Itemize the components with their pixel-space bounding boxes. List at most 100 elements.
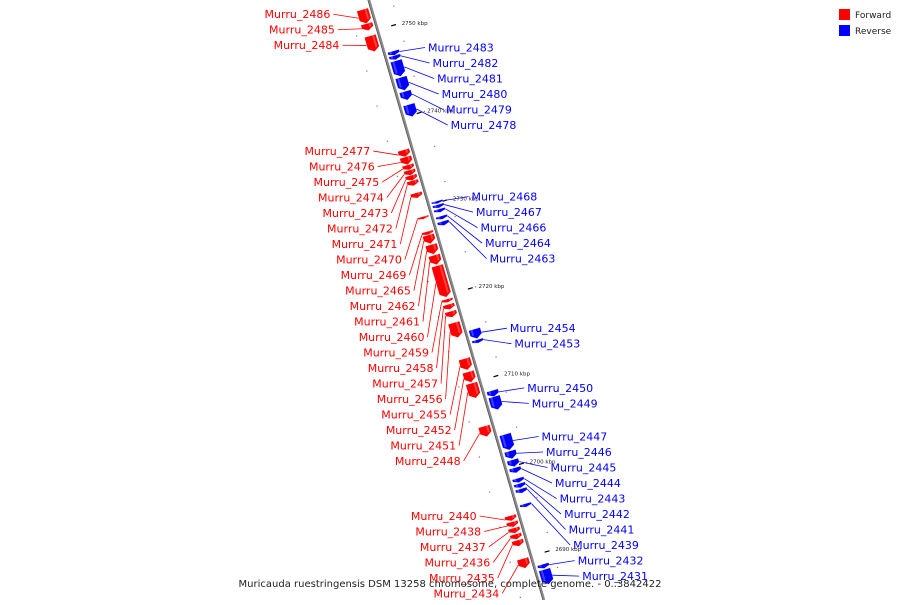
gene-label[interactable]: Murru_2476 bbox=[309, 161, 375, 174]
gene-murru-2462-body[interactable] bbox=[425, 243, 438, 254]
gene-label[interactable]: Murru_2486 bbox=[265, 8, 331, 21]
gene-murru-2449-body[interactable] bbox=[488, 395, 502, 410]
gene-murru-2476[interactable] bbox=[400, 155, 413, 165]
gene-murru-2448[interactable] bbox=[478, 425, 491, 437]
gene-murru-2486-body[interactable] bbox=[357, 8, 371, 24]
gene-label[interactable]: Murru_2440 bbox=[411, 510, 477, 523]
gene-murru-2478[interactable] bbox=[403, 103, 417, 117]
gene-murru-2458-body[interactable] bbox=[443, 303, 455, 310]
gene-murru-2442[interactable] bbox=[514, 482, 526, 488]
gene-label[interactable]: Murru_2460 bbox=[359, 331, 425, 344]
gene-murru-2440-body[interactable] bbox=[504, 514, 516, 521]
gene-murru-2445[interactable] bbox=[507, 458, 520, 467]
gene-label[interactable]: Murru_2445 bbox=[551, 462, 617, 475]
gene-murru-2471-body[interactable] bbox=[410, 191, 422, 198]
gene-label[interactable]: Murru_2449 bbox=[532, 397, 598, 410]
gene-murru-2454[interactable] bbox=[469, 327, 482, 338]
gene-murru-2454-body[interactable] bbox=[469, 327, 482, 338]
gene-murru-2457-body[interactable] bbox=[445, 310, 458, 318]
gene-murru-2462[interactable] bbox=[425, 243, 438, 254]
gene-label[interactable]: Murru_2456 bbox=[377, 393, 443, 406]
gene-label[interactable]: Murru_2466 bbox=[481, 222, 547, 235]
gene-murru-2437-body[interactable] bbox=[508, 526, 520, 533]
gene-murru-2463[interactable] bbox=[437, 219, 449, 225]
gene-murru-2459[interactable] bbox=[441, 297, 453, 302]
gene-murru-2441-body[interactable] bbox=[515, 487, 527, 493]
gene-murru-2440[interactable] bbox=[504, 514, 516, 521]
gene-label[interactable]: Murru_2459 bbox=[363, 347, 429, 360]
gene-label[interactable]: Murru_2454 bbox=[510, 322, 576, 335]
gene-murru-2438-body[interactable] bbox=[506, 520, 518, 527]
gene-murru-2438[interactable] bbox=[506, 520, 518, 527]
gene-murru-2439-body[interactable] bbox=[520, 502, 532, 507]
gene-murru-2476-body[interactable] bbox=[400, 155, 413, 165]
gene-murru-2470-body[interactable] bbox=[417, 215, 429, 220]
gene-label[interactable]: Murru_2465 bbox=[345, 285, 411, 298]
gene-label[interactable]: Murru_2446 bbox=[546, 446, 612, 459]
gene-murru-2461-body[interactable] bbox=[428, 253, 441, 264]
gene-label[interactable]: Murru_2444 bbox=[555, 477, 621, 490]
gene-murru-2477-body[interactable] bbox=[398, 148, 411, 157]
gene-murru-2480[interactable] bbox=[395, 76, 409, 91]
gene-label[interactable]: Murru_2447 bbox=[541, 431, 607, 444]
gene-label[interactable]: Murru_2481 bbox=[437, 73, 503, 86]
gene-label[interactable]: Murru_2450 bbox=[527, 382, 593, 395]
gene-murru-2437[interactable] bbox=[508, 526, 520, 533]
gene-murru-2455-body[interactable] bbox=[458, 357, 472, 370]
gene-label[interactable]: Murru_2458 bbox=[368, 362, 434, 375]
gene-label[interactable]: Murru_2473 bbox=[323, 207, 389, 220]
gene-murru-2479-body[interactable] bbox=[399, 90, 412, 100]
gene-murru-2448-body[interactable] bbox=[478, 425, 491, 437]
gene-murru-2432[interactable] bbox=[537, 562, 549, 568]
gene-murru-2455[interactable] bbox=[458, 357, 472, 370]
gene-murru-2446-body[interactable] bbox=[504, 449, 517, 459]
gene-label[interactable]: Murru_2441 bbox=[569, 524, 635, 537]
gene-murru-2447-body[interactable] bbox=[499, 433, 514, 450]
gene-label[interactable]: Murru_2467 bbox=[476, 206, 542, 219]
gene-murru-2450-body[interactable] bbox=[487, 389, 500, 397]
gene-label[interactable]: Murru_2479 bbox=[446, 104, 512, 117]
gene-label[interactable]: Murru_2464 bbox=[485, 237, 551, 250]
gene-label[interactable]: Murru_2482 bbox=[433, 57, 499, 70]
gene-murru-2470[interactable] bbox=[417, 215, 429, 220]
gene-label[interactable]: Murru_2471 bbox=[332, 238, 398, 251]
gene-murru-2452-body[interactable] bbox=[462, 370, 475, 382]
gene-label[interactable]: Murru_2474 bbox=[318, 192, 384, 205]
gene-murru-2479[interactable] bbox=[399, 90, 412, 100]
gene-murru-2442-body[interactable] bbox=[514, 482, 526, 488]
gene-label[interactable]: Murru_2437 bbox=[420, 541, 486, 554]
gene-label[interactable]: Murru_2443 bbox=[560, 493, 626, 506]
gene-label[interactable]: Murru_2457 bbox=[372, 378, 438, 391]
gene-label[interactable]: Murru_2480 bbox=[442, 88, 508, 101]
gene-murru-2436-body[interactable] bbox=[510, 532, 522, 539]
gene-label[interactable]: Murru_2439 bbox=[573, 539, 639, 552]
gene-label[interactable]: Murru_2483 bbox=[428, 42, 494, 55]
gene-label[interactable]: Murru_2477 bbox=[304, 145, 370, 158]
gene-label[interactable]: Murru_2438 bbox=[415, 525, 481, 538]
gene-murru-2478-body[interactable] bbox=[403, 103, 417, 117]
gene-label[interactable]: Murru_2475 bbox=[313, 176, 379, 189]
gene-label[interactable]: Murru_2448 bbox=[395, 455, 461, 468]
gene-murru-2432-body[interactable] bbox=[537, 562, 549, 568]
gene-murru-2453[interactable] bbox=[472, 338, 484, 343]
gene-murru-2445-body[interactable] bbox=[507, 458, 520, 467]
gene-label[interactable]: Murru_2453 bbox=[514, 338, 580, 351]
gene-murru-2464[interactable] bbox=[436, 214, 448, 219]
gene-murru-2444[interactable] bbox=[509, 466, 521, 473]
gene-murru-2434-body[interactable] bbox=[517, 557, 530, 568]
gene-murru-2435-body[interactable] bbox=[511, 539, 524, 547]
gene-murru-2436[interactable] bbox=[510, 532, 522, 539]
gene-murru-2458[interactable] bbox=[443, 303, 455, 310]
gene-label[interactable]: Murru_2463 bbox=[490, 253, 556, 266]
gene-murru-2471[interactable] bbox=[410, 191, 422, 198]
gene-murru-2451-body[interactable] bbox=[466, 382, 481, 399]
gene-murru-2441[interactable] bbox=[515, 487, 527, 493]
gene-label[interactable]: Murru_2455 bbox=[381, 409, 447, 422]
gene-label[interactable]: Murru_2478 bbox=[451, 119, 517, 132]
gene-murru-2439[interactable] bbox=[520, 502, 532, 507]
gene-murru-2443[interactable] bbox=[512, 477, 524, 483]
gene-murru-2452[interactable] bbox=[462, 370, 475, 382]
gene-label[interactable]: Murru_2432 bbox=[578, 555, 644, 568]
gene-murru-2434[interactable] bbox=[517, 557, 530, 568]
